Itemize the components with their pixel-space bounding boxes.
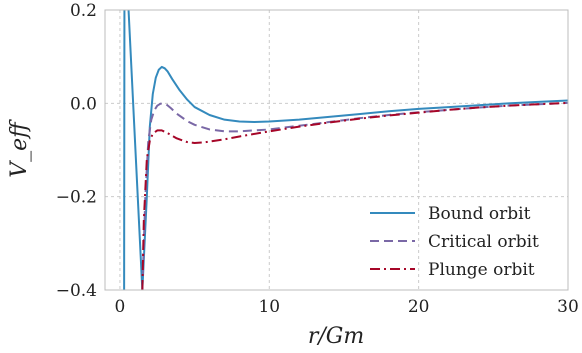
y-axis-label: V_eff [7, 119, 32, 178]
legend-label-plunge-orbit: Plunge orbit [428, 260, 535, 280]
x-axis-label: r/Gm [308, 324, 364, 349]
y-tick-label: 0.2 [70, 1, 97, 21]
x-tick-label: 30 [557, 297, 579, 317]
plot-frame [104, 9, 569, 291]
x-tick-label: 20 [408, 297, 430, 317]
series-layer [123, 10, 568, 290]
y-tick-label: −0.4 [56, 281, 97, 301]
legend: Bound orbit Critical orbit Plunge orbit [370, 204, 539, 280]
tick-labels: 0 10 20 30 0.2 0.0 −0.2 −0.4 [56, 1, 579, 317]
legend-label-critical-orbit: Critical orbit [428, 232, 539, 252]
x-tick-label: 10 [258, 297, 280, 317]
x-tick-label: 0 [115, 297, 126, 317]
y-tick-label: 0.0 [70, 94, 97, 114]
legend-label-bound-orbit: Bound orbit [428, 204, 531, 224]
plot-area [105, 10, 568, 290]
y-tick-label: −0.2 [56, 188, 97, 208]
series-line-plunge-orbit [141, 101, 568, 290]
